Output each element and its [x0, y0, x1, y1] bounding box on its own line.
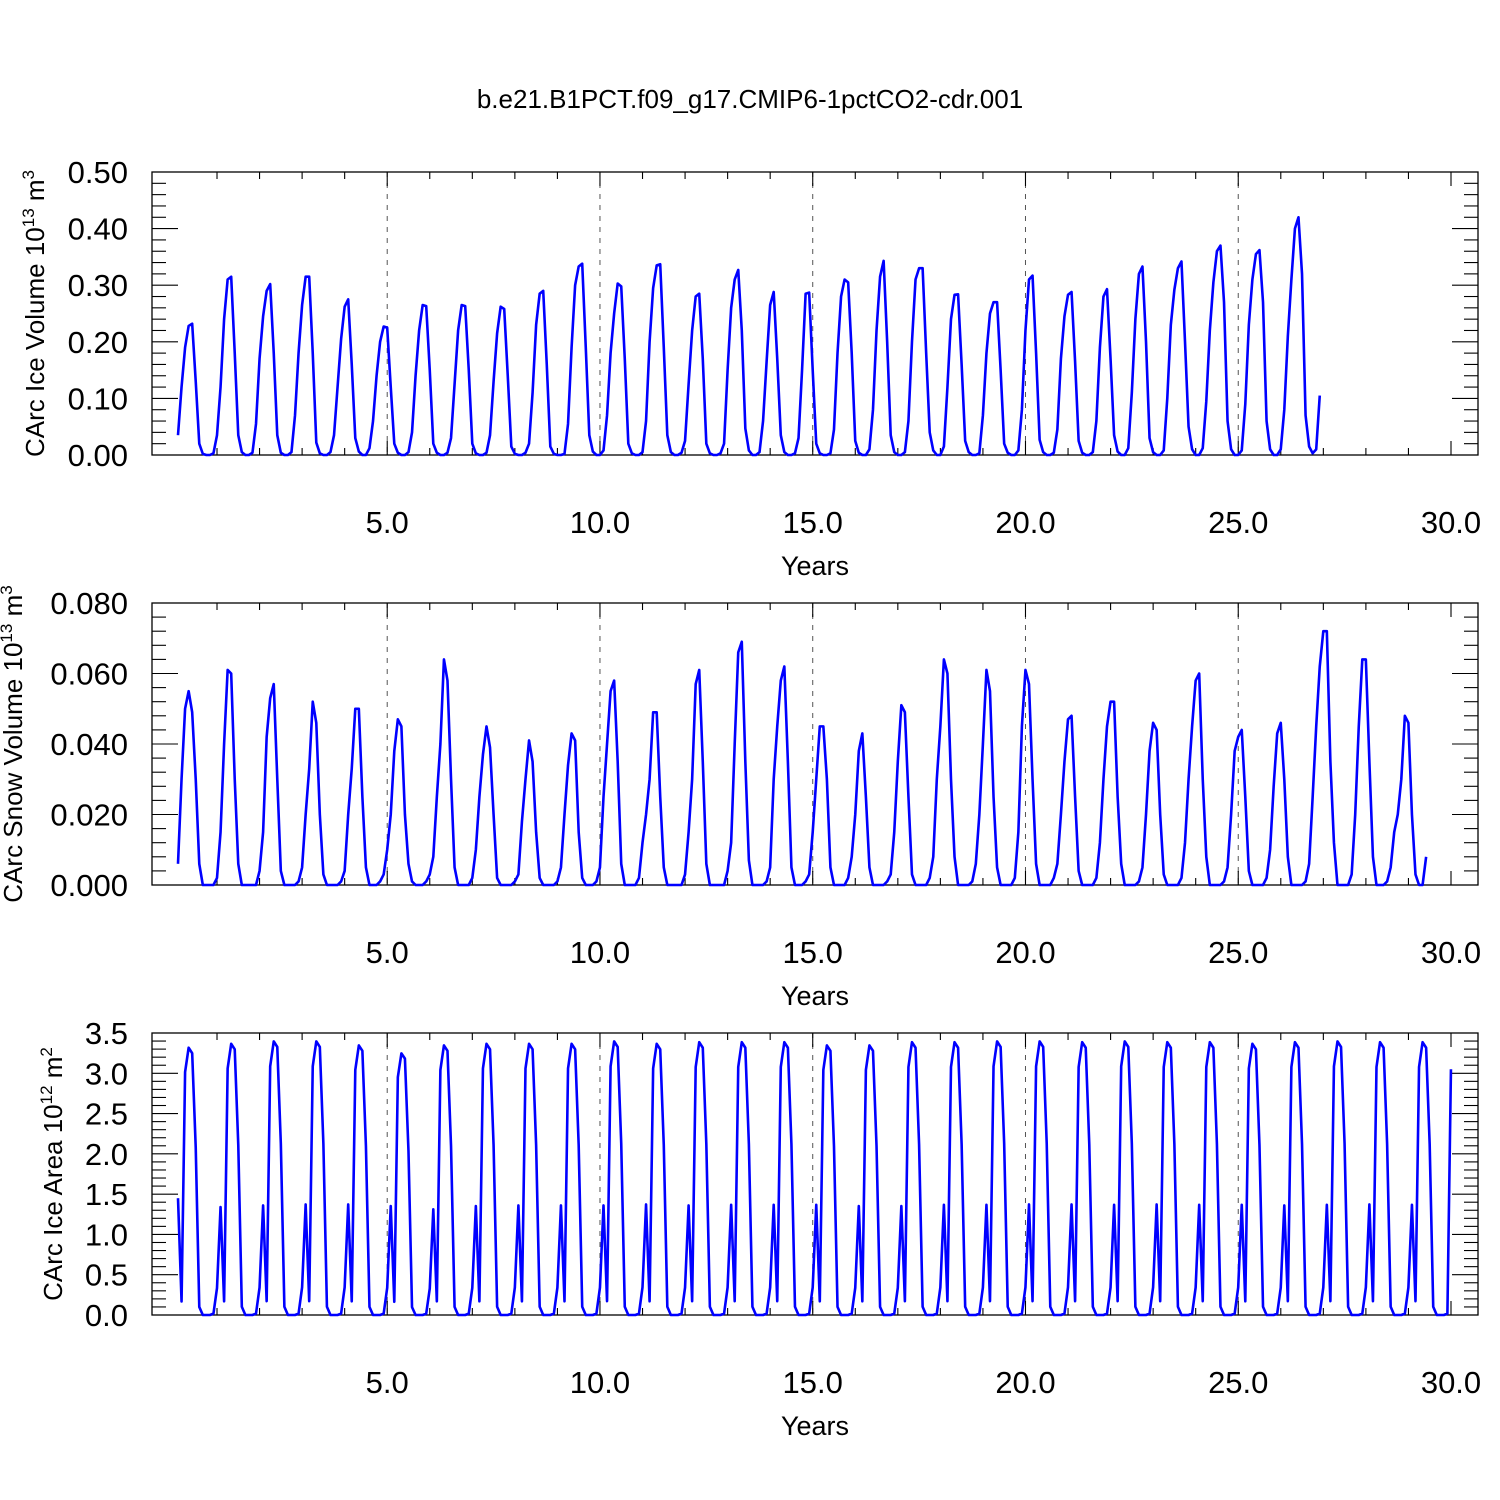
y-tick-label: 0.000 — [50, 868, 128, 903]
panels: 0.000.100.200.300.400.505.0 10.0 15.0 20.0 2… — [0, 155, 1481, 1441]
y-axis-title: CArc Ice Volume 1013 m3 — [19, 170, 50, 457]
y-axis-title-unit-exponent: 3 — [0, 585, 16, 594]
y-axis-title-exponent: 13 — [0, 624, 16, 643]
y-tick-label: 3.5 — [85, 1016, 128, 1051]
y-tick-label: 0.00 — [68, 438, 128, 473]
series-line-snow_volume — [176, 629, 1428, 887]
x-tick-label: 30.0 — [1421, 935, 1481, 970]
x-axis-title: Years — [781, 981, 849, 1011]
series-line-ice_area — [176, 1040, 1453, 1317]
panel-ice_volume: 0.00 0.10 0.20 0.30 0.40 0.50 5.0 10.0 15.0 20.0 2… — [19, 155, 1481, 581]
y-tick-label: 0.10 — [68, 381, 128, 416]
y-tick-label: 0.20 — [68, 325, 128, 360]
y-axis-title: CArc Snow Volume 1013 m3 — [0, 585, 28, 902]
y-tick-label: 0.40 — [68, 212, 128, 247]
y-axis-title-name: CArc Ice Area 10 — [38, 1104, 68, 1301]
y-axis-title-name: CArc Ice Volume 10 — [20, 227, 50, 457]
x-tick-label: 15.0 — [783, 935, 843, 970]
y-tick-label: 0.080 — [50, 586, 128, 621]
y-tick-label: 0.040 — [50, 727, 128, 762]
plot-frame — [151, 1032, 1479, 1316]
y-tick-label: 0.0 — [85, 1298, 128, 1333]
y-tick-label: 0.30 — [68, 268, 128, 303]
panel-ice_area: 0.0 0.5 1.0 1.5 2.0 2.5 3.0 3.5 5.0 10.0 15.0 20.0 2… — [37, 1016, 1481, 1441]
y-axis-title-unit: m — [38, 1057, 68, 1086]
y-tick-label: 0.5 — [85, 1258, 128, 1293]
y-axis-title-unit-exponent: 3 — [19, 170, 38, 179]
y-tick-label: 2.5 — [85, 1097, 128, 1132]
x-axis-title: Years — [781, 1411, 849, 1441]
x-tick-label: 10.0 — [570, 505, 630, 540]
y-tick-label: 0.020 — [50, 798, 128, 833]
y-tick-label: 0.50 — [68, 155, 128, 190]
x-tick-label: 20.0 — [995, 1365, 1055, 1400]
y-axis-title-exponent: 12 — [37, 1085, 56, 1104]
x-tick-label: 5.0 — [366, 1365, 409, 1400]
y-tick-label: 3.0 — [85, 1056, 128, 1091]
x-tick-label: 30.0 — [1421, 505, 1481, 540]
y-tick-label: 1.0 — [85, 1217, 128, 1252]
y-axis-title-name: CArc Snow Volume 10 — [0, 643, 28, 903]
y-tick-label: 1.5 — [85, 1177, 128, 1212]
panel-snow_volume: 0.000 0.020 0.040 0.060 0.080 5.0 10.0 15.0 20.0… — [0, 585, 1481, 1011]
x-tick-label: 15.0 — [783, 505, 843, 540]
y-axis-title-unit-exponent: 2 — [37, 1047, 56, 1056]
y-tick-label: 2.0 — [85, 1137, 128, 1172]
x-tick-label: 25.0 — [1208, 935, 1268, 970]
x-tick-label: 20.0 — [995, 935, 1055, 970]
y-axis-title-unit: m — [0, 595, 28, 624]
x-tick-label: 10.0 — [570, 1365, 630, 1400]
plot-frame — [151, 602, 1479, 886]
x-axis-title: Years — [781, 551, 849, 581]
chart-title: b.e21.B1PCT.f09_g17.CMIP6-1pctCO2-cdr.00… — [477, 84, 1023, 114]
series-line-ice_volume — [176, 215, 1322, 457]
y-tick-label: 0.060 — [50, 657, 128, 692]
y-axis-title-unit: m — [20, 179, 50, 208]
x-tick-label: 25.0 — [1208, 505, 1268, 540]
x-tick-label: 20.0 — [995, 505, 1055, 540]
y-axis-title: CArc Ice Area 1012 m2 — [37, 1047, 68, 1301]
x-tick-label: 30.0 — [1421, 1365, 1481, 1400]
x-tick-label: 15.0 — [783, 1365, 843, 1400]
x-tick-label: 10.0 — [570, 935, 630, 970]
x-tick-label: 5.0 — [366, 505, 409, 540]
plot-frame — [151, 171, 1479, 456]
x-tick-label: 25.0 — [1208, 1365, 1268, 1400]
x-tick-label: 5.0 — [366, 935, 409, 970]
y-axis-title-exponent: 13 — [19, 208, 38, 227]
